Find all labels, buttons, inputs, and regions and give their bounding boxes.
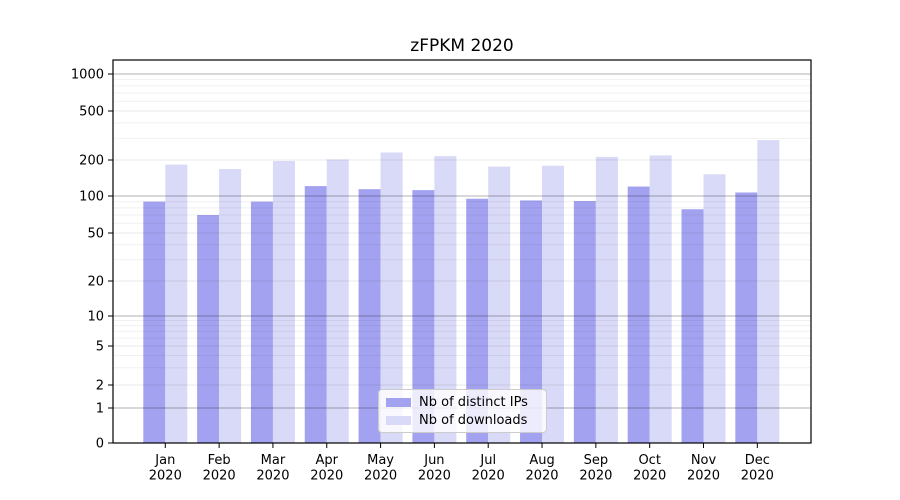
y-tick-label-0: 0 [96,437,104,452]
legend-label-downloads: Nb of downloads [419,412,528,428]
x-tick-label-may: May 2020 [364,453,397,484]
legend-item-downloads: Nb of downloads [386,413,546,428]
bar-distinct-ips-apr [304,186,327,444]
bar-distinct-ips-sep [573,201,596,443]
y-tick-label-200: 200 [79,154,104,169]
bar-distinct-ips-feb [197,215,220,443]
bar-downloads-may [380,152,403,444]
y-tick-label-10: 10 [87,310,104,325]
x-tick-label-aug: Aug 2020 [525,453,558,484]
bar-downloads-sep [595,156,618,444]
x-tick-label-jun: Jun 2020 [418,453,451,484]
bar-distinct-ips-nov [681,209,704,443]
bar-downloads-jan [165,164,188,443]
bar-distinct-ips-aug [520,200,543,443]
legend-swatch-distinct-ips-icon [386,397,411,407]
legend-item-distinct-ips: Nb of distinct IPs [386,395,546,410]
bar-downloads-nov [703,174,726,444]
chart-title: zFPKM 2020 [410,36,514,56]
bar-distinct-ips-mar [250,201,273,443]
x-tick-label-jul: Jul 2020 [472,453,505,484]
axes-spines [112,59,812,444]
y-tick-label-500: 500 [79,105,104,120]
x-tick-label-nov: Nov 2020 [687,453,720,484]
y-tick-label-1000: 1000 [71,68,104,83]
x-tick-label-sep: Sep 2020 [579,453,612,484]
bar-downloads-apr [326,159,349,443]
x-tick-label-oct: Oct 2020 [633,453,666,484]
y-tick-label-100: 100 [79,190,104,205]
bar-distinct-ips-jul [466,198,489,443]
bar-downloads-jul [488,166,511,443]
x-tick-label-jan: Jan 2020 [149,453,182,484]
y-tick-label-2: 2 [96,379,104,394]
x-tick-label-mar: Mar 2020 [256,453,289,484]
y-tick-label-20: 20 [87,275,104,290]
bar-downloads-aug [542,165,565,443]
y-tick-label-50: 50 [87,227,104,242]
x-tick-label-feb: Feb 2020 [203,453,236,484]
bar-downloads-mar [272,161,295,444]
bar-distinct-ips-oct [627,186,650,443]
bar-downloads-dec [757,140,780,443]
x-tick-label-dec: Dec 2020 [741,453,774,484]
bar-distinct-ips-may [358,189,381,443]
y-tick-label-1: 1 [96,402,104,417]
x-tick-label-apr: Apr 2020 [310,453,343,484]
legend: Nb of distinct IPs Nb of downloads [378,389,547,433]
y-tick-label-5: 5 [96,340,104,355]
legend-label-distinct-ips: Nb of distinct IPs [419,394,528,410]
bar-downloads-oct [649,155,672,443]
legend-swatch-downloads-icon [386,415,411,425]
bar-distinct-ips-dec [735,192,758,443]
bar-distinct-ips-jun [412,190,435,443]
bar-downloads-jun [434,156,457,443]
bar-distinct-ips-jan [143,201,166,443]
bar-downloads-feb [219,169,242,443]
